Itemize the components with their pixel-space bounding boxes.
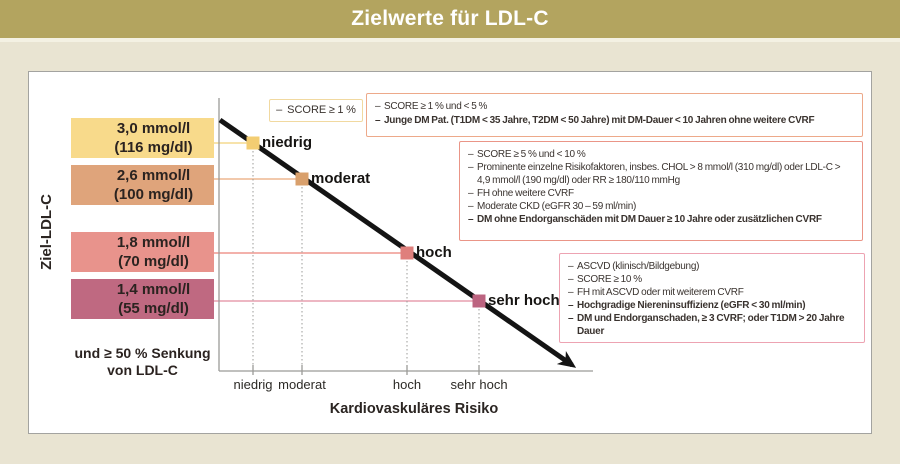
- title-divider: [0, 38, 900, 42]
- criteria-item: – Prominente einzelne Risikofaktoren, ins…: [468, 161, 854, 187]
- target-bar-moderat: 2,6 mmol/l (100 mg/dl): [71, 165, 214, 205]
- criteria-dash: –: [568, 274, 574, 285]
- risk-chart: [214, 98, 593, 375]
- criteria-dash: –: [468, 214, 474, 225]
- criteria-dash: –: [468, 149, 474, 160]
- criteria-box-niedrig: – SCORE ≥ 1 %: [269, 99, 363, 122]
- target-bar-hoch: 1,8 mmol/l (70 mg/dl): [71, 232, 214, 272]
- risk-marker-label-hoch: hoch: [416, 244, 452, 261]
- criteria-dash: –: [568, 261, 574, 272]
- criteria-text: FH mit ASCVD oder mit weiterem CVRF: [577, 287, 744, 298]
- criteria-item: – FH ohne weitere CVRF: [468, 187, 854, 200]
- risk-marker-hoch: [400, 246, 414, 260]
- criteria-item: – Moderate CKD (eGFR 30 – 59 ml/min): [468, 200, 854, 213]
- criteria-dash: –: [568, 287, 574, 298]
- ldl-reduction-note-line2: von LDL-C: [107, 362, 178, 378]
- criteria-text: ASCVD (klinisch/Bildgebung): [577, 261, 700, 272]
- criteria-item: – SCORE ≥ 1 %: [276, 104, 356, 117]
- target-value-mg: (70 mg/dl): [118, 253, 189, 270]
- criteria-text: FH ohne weitere CVRF: [477, 188, 574, 199]
- ldl-reduction-note-line1: und ≥ 50 % Senkung: [74, 345, 211, 361]
- x-tick-label-hoch: hoch: [392, 377, 422, 392]
- target-value-mg: (100 mg/dl): [113, 186, 194, 203]
- risk-marker-label-niedrig: niedrig: [262, 134, 313, 151]
- criteria-item: – SCORE ≥ 5 % und < 10 %: [468, 148, 854, 161]
- criteria-dash: –: [568, 300, 574, 311]
- x-tick-label-niedrig: niedrig: [233, 377, 273, 392]
- x-axis-label: Kardiovaskuläres Risiko: [329, 401, 499, 417]
- risk-marker-label-sehr hoch: sehr hoch: [488, 292, 560, 309]
- criteria-text: SCORE ≥ 10 %: [577, 274, 642, 285]
- criteria-item: – DM und Endorganschaden, ≥ 3 CVRF; oder …: [568, 312, 856, 338]
- criteria-item: – Hochgradige Niereninsuffizienz (eGFR < …: [568, 299, 856, 312]
- y-axis-label: Ziel-LDL-C: [38, 194, 55, 270]
- ldl-reduction-note: und ≥ 50 % Senkung von LDL-C: [59, 345, 226, 379]
- criteria-text: Moderate CKD (eGFR 30 – 59 ml/min): [477, 201, 637, 212]
- target-bar-niedrig: 3,0 mmol/l (116 mg/dl): [71, 118, 214, 158]
- criteria-text: SCORE ≥ 5 % und < 10 %: [477, 149, 586, 160]
- criteria-dash: –: [568, 313, 574, 324]
- target-value-mg: (55 mg/dl): [118, 300, 189, 317]
- criteria-dash: –: [468, 188, 474, 199]
- criteria-text: Hochgradige Niereninsuffizienz (eGFR < 3…: [577, 300, 806, 311]
- criteria-dash: –: [468, 201, 474, 212]
- title-bar: Zielwerte für LDL-C: [0, 0, 900, 38]
- target-value-mg: (116 mg/dl): [114, 139, 193, 156]
- target-bar-sehr hoch: 1,4 mmol/l (55 mg/dl): [71, 279, 214, 319]
- criteria-item: – FH mit ASCVD oder mit weiterem CVRF: [568, 286, 856, 299]
- criteria-text: SCORE ≥ 1 % und < 5 %: [384, 101, 488, 112]
- target-value-mmol: 3,0 mmol/l: [116, 120, 191, 137]
- criteria-item: – SCORE ≥ 1 % und < 5 %: [375, 100, 854, 114]
- criteria-item: – Junge DM Pat. (T1DM < 35 Jahre, T2DM < …: [375, 114, 854, 128]
- criteria-dash: –: [468, 162, 474, 173]
- risk-marker-moderat: [295, 172, 309, 186]
- criteria-dash: –: [375, 101, 381, 112]
- criteria-text: DM ohne Endorganschäden mit DM Dauer ≥ 1…: [477, 214, 822, 225]
- risk-marker-label-moderat: moderat: [311, 170, 371, 187]
- criteria-text: Junge DM Pat. (T1DM < 35 Jahre, T2DM < 5…: [384, 115, 815, 126]
- risk-marker-sehr hoch: [472, 294, 486, 308]
- criteria-text: DM und Endorganschaden, ≥ 3 CVRF; oder T…: [577, 313, 845, 337]
- target-value-mmol: 1,8 mmol/l: [116, 234, 191, 251]
- risk-trend-arrow: [218, 117, 577, 368]
- criteria-item: – ASCVD (klinisch/Bildgebung): [568, 260, 856, 273]
- criteria-text: Prominente einzelne Risikofaktoren, insb…: [477, 162, 841, 186]
- chart-panel: Ziel-LDL-C und ≥ 50 % Senkung von LDL-C …: [28, 71, 872, 434]
- target-value-mmol: 2,6 mmol/l: [116, 167, 191, 184]
- criteria-text: SCORE ≥ 1 %: [287, 104, 356, 116]
- page-title: Zielwerte für LDL-C: [351, 7, 549, 30]
- criteria-box-sehr hoch: – ASCVD (klinisch/Bildgebung) – SCORE ≥ 10 …: [559, 253, 865, 343]
- x-tick-label-moderat: moderat: [278, 377, 326, 392]
- criteria-box-hoch: – SCORE ≥ 5 % und < 10 % – Prominente einze…: [459, 141, 863, 241]
- criteria-item: – DM ohne Endorganschäden mit DM Dauer ≥ …: [468, 213, 854, 226]
- criteria-item: – SCORE ≥ 10 %: [568, 273, 856, 286]
- x-tick-label-sehr hoch: sehr hoch: [450, 377, 508, 392]
- risk-marker-niedrig: [246, 136, 260, 150]
- criteria-box-moderat: – SCORE ≥ 1 % und < 5 % – Junge DM Pat. (T1…: [366, 93, 863, 137]
- criteria-dash: –: [276, 104, 283, 116]
- criteria-dash: –: [375, 115, 381, 126]
- target-value-mmol: 1,4 mmol/l: [116, 281, 191, 298]
